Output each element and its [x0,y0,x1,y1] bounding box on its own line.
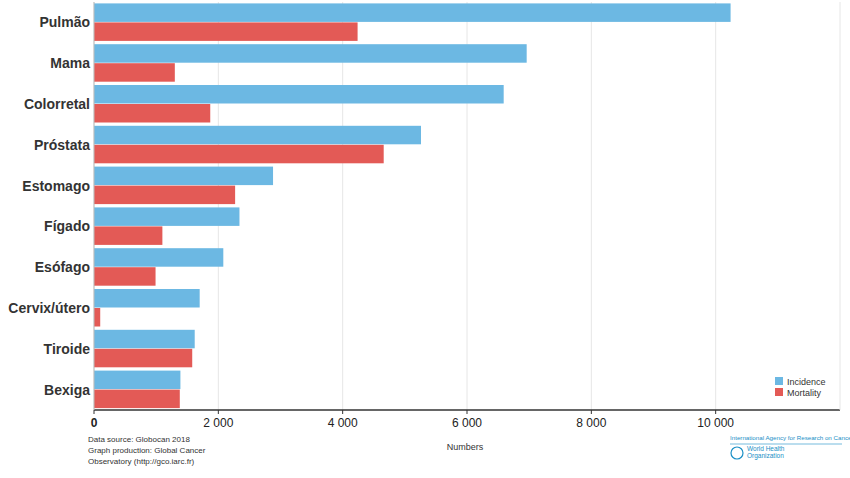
bar [94,22,358,41]
bar [94,145,384,164]
category-label: Próstata [34,137,90,153]
bar [94,3,731,22]
legend-label: Mortality [787,388,822,398]
tick-label: 8 000 [576,416,606,430]
bar [94,289,200,308]
bar [94,349,192,368]
tick-label: 0 [91,416,98,430]
category-label: Pulmão [39,14,90,30]
bar [94,390,180,409]
bars [94,3,731,408]
tick-label: 2 000 [203,416,233,430]
bar [94,267,156,286]
grid-line [342,2,343,410]
bar [94,248,223,267]
legend-label: Incidence [787,377,826,387]
category-label: Mama [50,55,90,71]
grid-line [94,2,95,410]
bar [94,330,195,349]
bar [94,308,100,327]
who-line: Organization [747,452,784,460]
grid-line [591,2,592,410]
grid-line [467,2,468,410]
grid-line [218,2,219,410]
grid-line [715,2,716,410]
category-label: Tiroide [44,341,91,357]
bar [94,104,210,123]
source-note: Observatory (http://gco.iarc.fr) [88,457,195,466]
bar [94,207,239,226]
x-axis [94,409,840,411]
tick-label: 4 000 [328,416,358,430]
bar [94,126,421,145]
category-label: Colorretal [24,96,90,112]
bar [94,63,175,81]
logo-emblem [731,447,743,459]
bar [94,44,527,63]
axis-label: Numbers [447,442,484,452]
category-label: Cervix/útero [8,300,90,316]
category-label: Estomago [22,178,90,194]
bar [94,186,235,205]
legend-swatch [775,377,783,385]
tick-label: 10 000 [697,416,734,430]
who-line: World Health [747,445,785,452]
bar [94,85,504,104]
tick-label: 6 000 [452,416,482,430]
category-label: Bexiga [44,382,90,398]
bar [94,226,162,245]
bar [94,167,273,186]
legend-swatch [775,388,783,396]
source-note: Graph production: Global Cancer [88,446,206,455]
who-name: World HealthOrganization [747,445,785,460]
source-note: Data source: Globocan 2018 [88,435,190,444]
category-label: Esófago [35,259,90,275]
y-axis [94,2,95,410]
agency-name: International Agency for Research on Can… [730,434,850,441]
plot-edge [840,2,841,410]
bar [94,371,180,390]
category-label: Fígado [44,218,90,234]
